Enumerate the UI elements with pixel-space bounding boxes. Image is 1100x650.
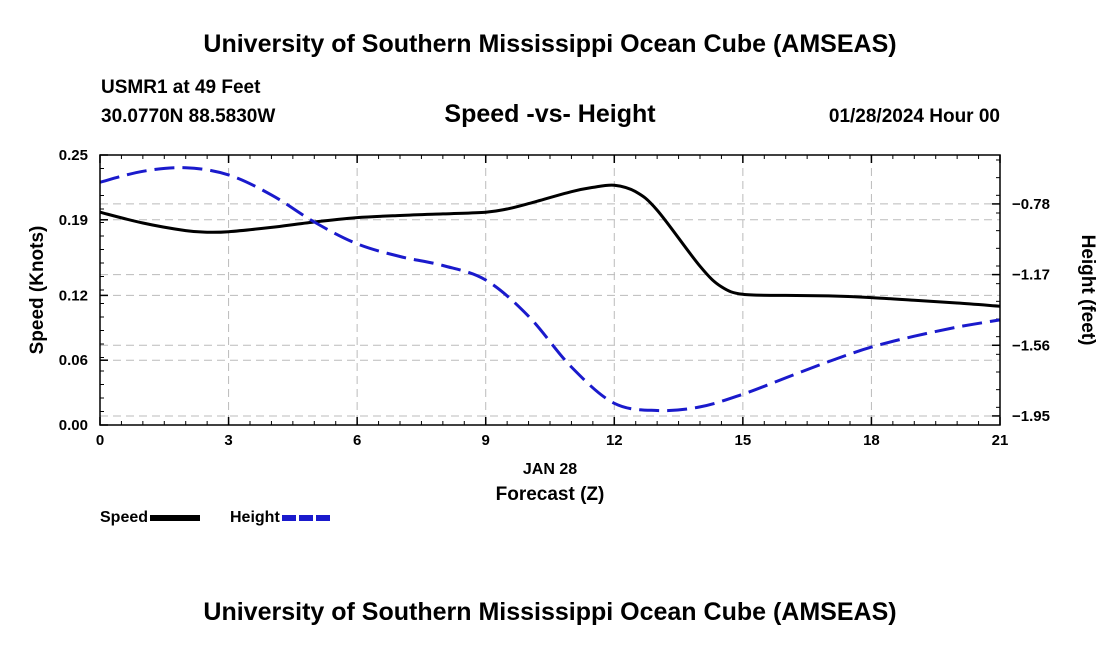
x-tick-label: 15 xyxy=(735,432,752,449)
chart-title: Speed -vs- Height xyxy=(444,100,656,128)
y-axis-right-label: Height (feet) xyxy=(1077,235,1098,346)
x-tick-label: 18 xyxy=(863,432,880,449)
x-axis-date-label: JAN 28 xyxy=(523,461,577,478)
x-tick-label: 21 xyxy=(992,432,1009,449)
grid-lines xyxy=(100,155,1000,425)
y-right-tick-label: −0.78 xyxy=(1012,196,1050,213)
tick-labels: 0 3 6 9 12 15 18 21 0.00 0.06 0.12 0.19 0.25 −0.78 −1.… xyxy=(59,147,1050,449)
station-label: USMR1 at 49 Feet xyxy=(101,77,261,98)
x-tick-label: 0 xyxy=(96,432,104,449)
bottom-title: University of Southern Mississippi Ocean… xyxy=(203,598,897,626)
legend-item-height: Height xyxy=(230,509,332,527)
forecast-datetime: 01/28/2024 Hour 00 xyxy=(828,106,1000,127)
coordinates-label: 30.0770N 88.5830W xyxy=(101,106,276,127)
x-tick-label: 9 xyxy=(482,432,490,449)
x-tick-label: 6 xyxy=(353,432,361,449)
top-title: University of Southern Mississippi Ocean… xyxy=(203,30,897,58)
y-left-tick-label: 0.06 xyxy=(59,352,88,369)
y-left-tick-label: 0.25 xyxy=(59,147,88,164)
minor-ticks xyxy=(99,154,1001,426)
y-left-tick-label: 0.12 xyxy=(59,287,88,304)
y-left-tick-label: 0.00 xyxy=(59,417,88,434)
y-right-tick-label: −1.56 xyxy=(1012,337,1050,354)
major-ticks xyxy=(99,154,1001,426)
legend-item-speed: Speed xyxy=(100,509,201,527)
y-right-tick-label: −1.17 xyxy=(1012,267,1050,284)
series-lines xyxy=(99,166,1001,413)
legend-swatch-height xyxy=(281,514,332,521)
legend-label-height: Height xyxy=(230,509,280,526)
x-tick-label: 12 xyxy=(606,432,623,449)
legend-label-speed: Speed xyxy=(100,509,149,526)
x-axis-label: Forecast (Z) xyxy=(496,484,605,505)
y-axis-left-label: Speed (Knots) xyxy=(27,226,48,355)
y-right-tick-label: −1.95 xyxy=(1012,408,1050,425)
x-tick-label: 3 xyxy=(224,432,232,449)
y-left-tick-label: 0.19 xyxy=(59,212,88,229)
series-line-speed xyxy=(99,183,1001,308)
series-line-height xyxy=(99,166,1001,413)
legend-swatch-speed xyxy=(150,514,201,521)
plot-frame xyxy=(99,154,1001,426)
